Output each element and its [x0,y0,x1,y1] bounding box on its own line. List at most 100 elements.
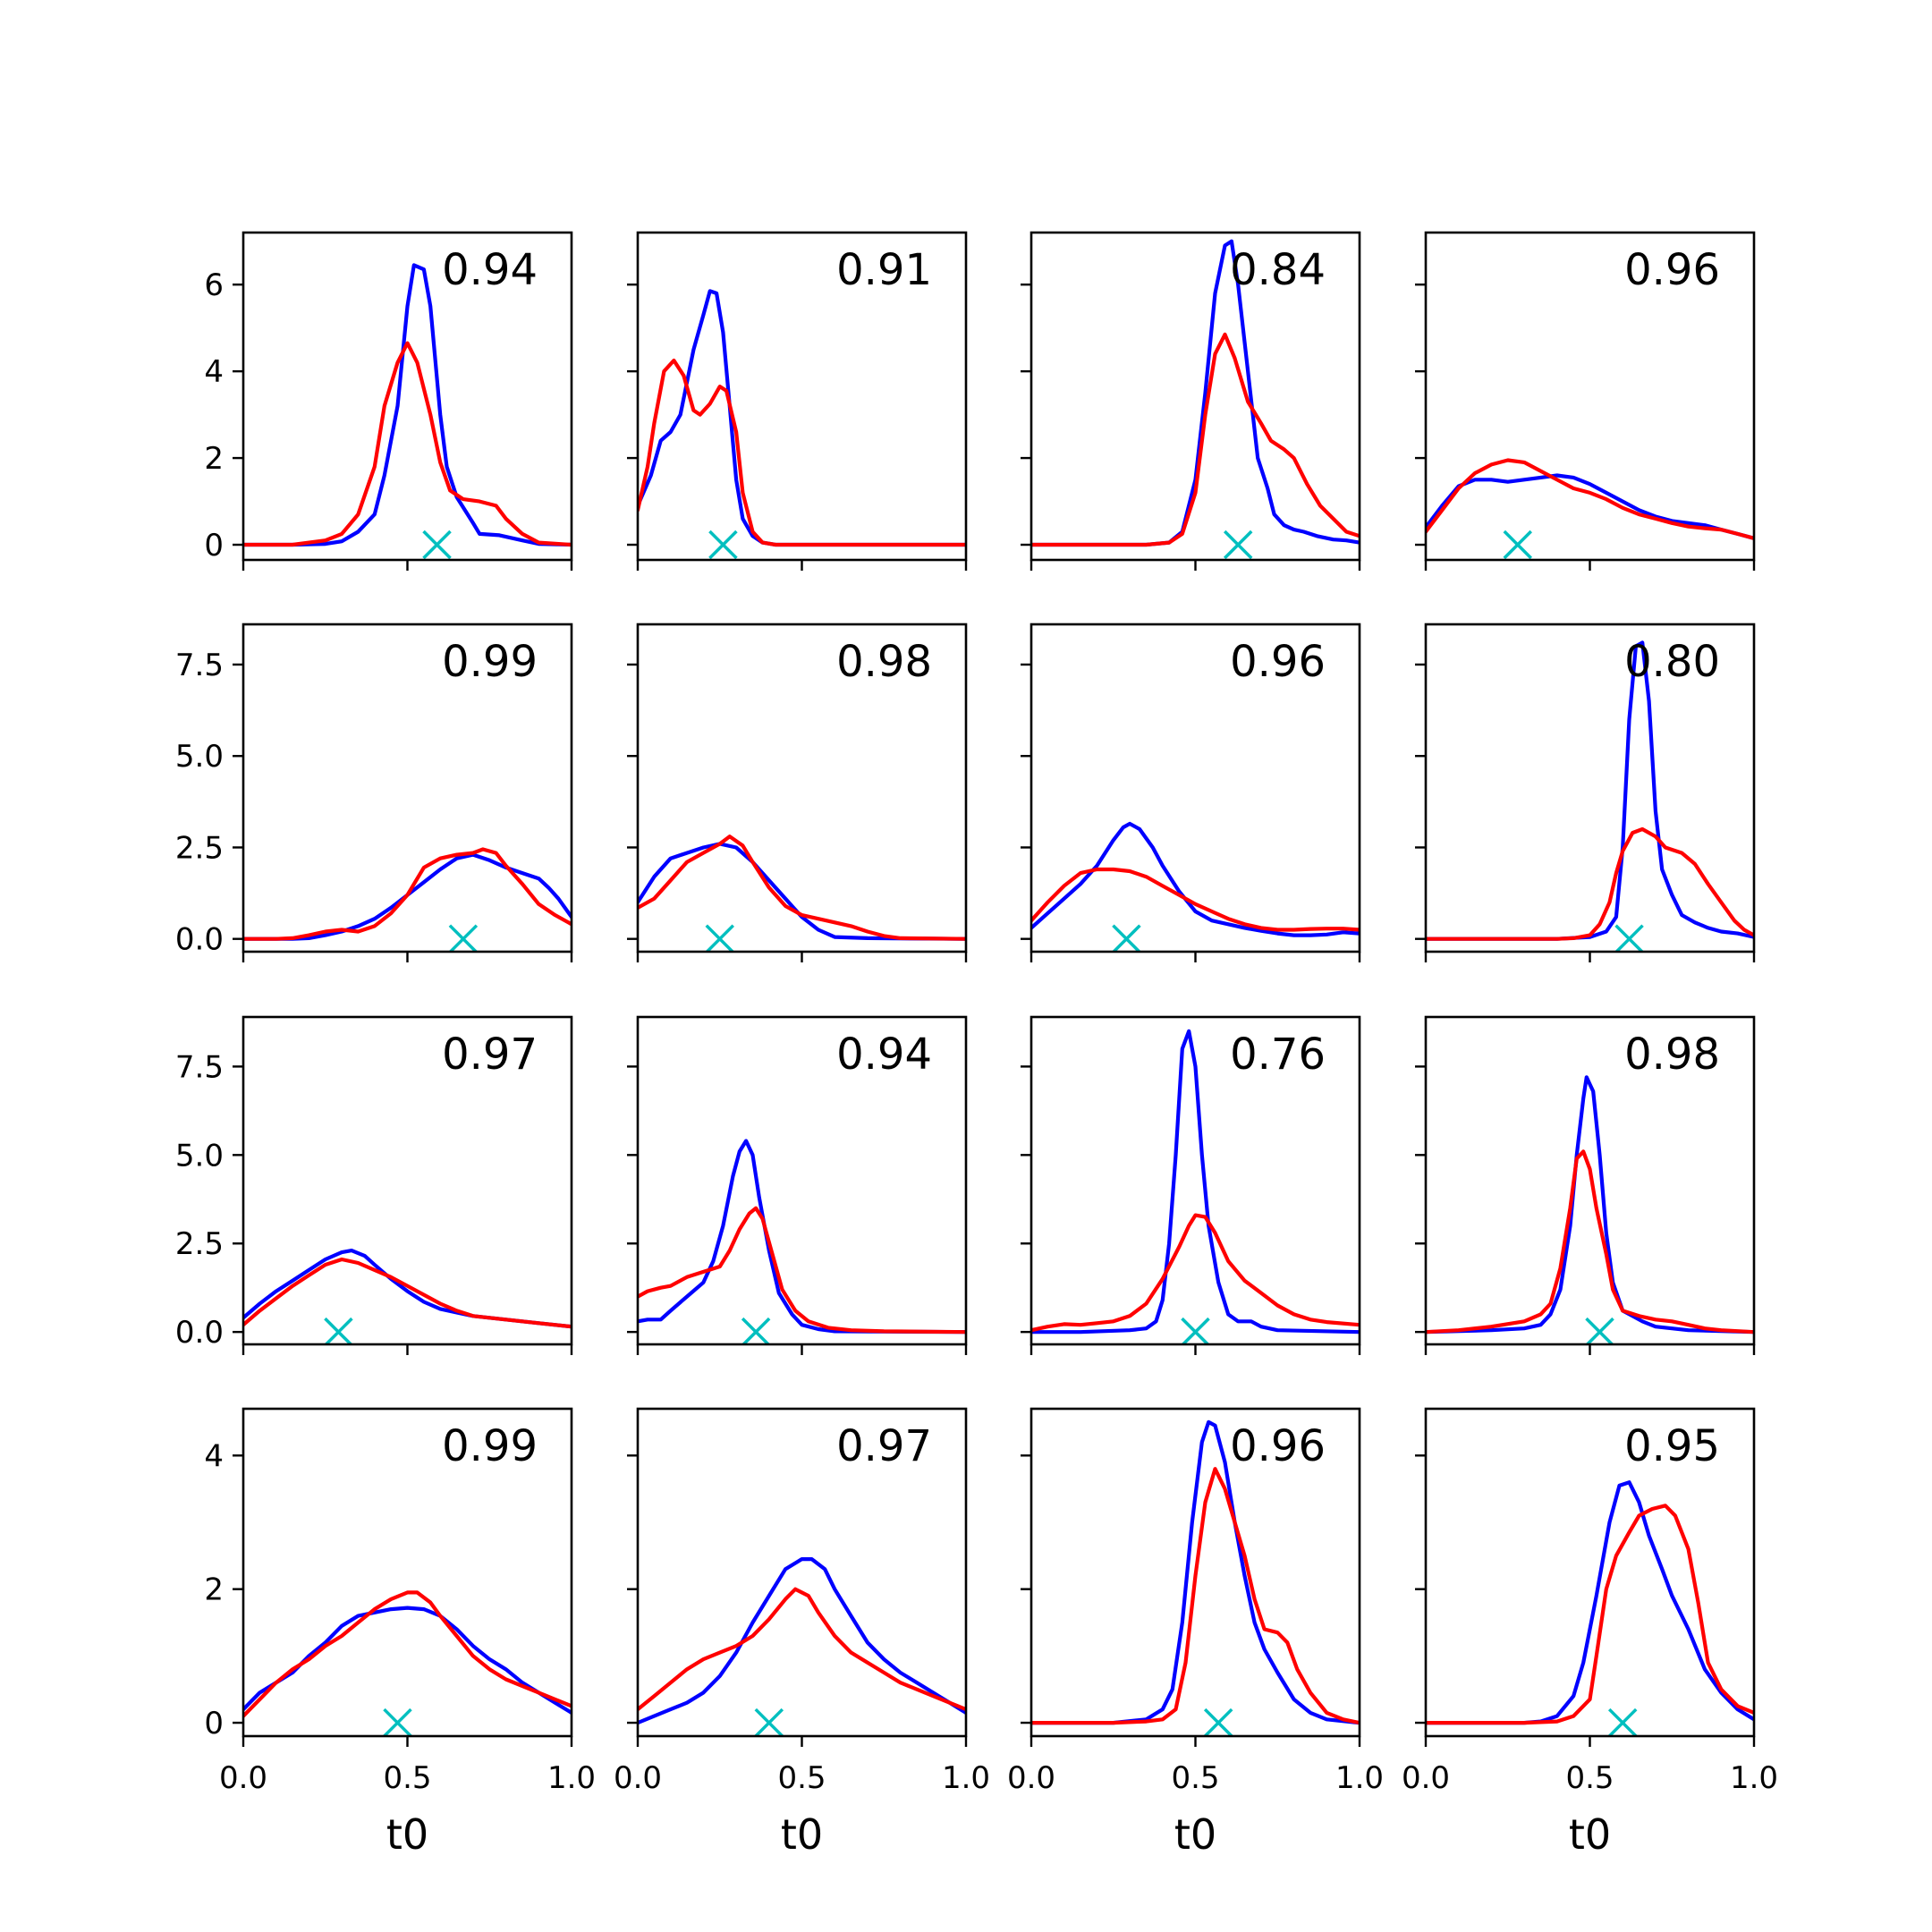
x-axis-label: t0 [386,1810,428,1859]
y-tick-label: 5.0 [175,739,224,775]
density-line-red [638,1206,966,1335]
density-line-blue [1031,1029,1360,1335]
subplot-r1-c4: 0.96 [1415,231,1756,571]
marker-stroke [324,1317,353,1344]
x-tick-label: 0.5 [383,1760,431,1796]
subplot-r4-c2: 0.0 0.5 1.0 0.97 t0 [614,1407,990,1859]
plot-area [1031,821,1360,952]
marker-stroke [1614,924,1644,952]
subplot-r1-c1: 0 2 4 6 0.94 [204,231,573,571]
true-value-marker [1607,1707,1638,1736]
subplot-r4-c1: 0 2 4 0.0 0.5 1.0 0.99 t0 [204,1407,596,1859]
density-line-red [1426,1504,1754,1725]
true-value-marker [1614,924,1644,952]
plot-area [1426,458,1754,560]
density-line-red [1426,826,1754,941]
plot-area [243,1249,572,1344]
marker-stroke [383,1707,412,1736]
density-line-red [243,1257,572,1329]
y-tick-label: 0.0 [175,922,224,958]
true-value-marker [1223,530,1253,560]
density-line-blue [638,1557,966,1725]
density-line-blue [1031,1419,1360,1725]
y-tick-label: 2.5 [175,830,224,866]
density-line-red [1031,1467,1360,1725]
plot-area [1031,1029,1360,1344]
marker-stroke [448,924,479,952]
plot-area [638,289,966,560]
x-tick-label: 1.0 [942,1760,990,1796]
y-tick-label: 7.5 [175,1049,224,1085]
x-tick-label: 1.0 [1335,1760,1384,1796]
score-label: 0.96 [1230,1421,1326,1471]
density-line-blue [1426,473,1754,540]
subplot-r3-c2: 0.94 [627,1015,968,1355]
true-value-marker [383,1707,412,1736]
x-tick-label: 0.5 [777,1760,826,1796]
plot-area [1031,239,1360,560]
x-axis-label: t0 [781,1810,823,1859]
plot-area [638,1139,966,1344]
true-value-marker [1585,1317,1614,1344]
y-tick-label: 0.0 [175,1315,224,1351]
y-tick-label: 4 [204,354,224,390]
marker-stroke [741,1317,771,1344]
true-value-marker [1112,924,1141,952]
score-label: 0.99 [442,1421,538,1471]
score-label: 0.95 [1624,1421,1720,1471]
y-tick-label: 4 [204,1438,224,1474]
marker-stroke [754,1707,784,1736]
density-line-blue [1426,640,1754,941]
marker-stroke [1585,1317,1614,1344]
true-value-marker [1181,1317,1210,1344]
plot-area [1426,1480,1754,1736]
density-line-blue [1426,1075,1754,1335]
true-value-marker [448,924,479,952]
density-line-red [243,341,572,547]
density-line-red [243,1590,572,1718]
true-value-marker [741,1317,771,1344]
true-value-marker [324,1317,353,1344]
y-tick-label: 0 [204,528,224,564]
y-tick-label: 2.5 [175,1226,224,1262]
true-value-marker [1203,1707,1233,1736]
plot-area [1426,1075,1754,1344]
true-value-marker [705,924,734,952]
plot-area [1031,1419,1360,1736]
subplot-r1-c2: 0.91 [627,231,968,571]
subplot-r2-c4: 0.80 [1415,623,1756,962]
y-tick-label: 0 [204,1706,224,1741]
density-line-blue [243,263,572,547]
plot-area [638,835,966,952]
density-line-red [1426,458,1754,540]
density-line-red [638,1587,966,1712]
marker-stroke [1503,530,1532,560]
score-label: 0.97 [442,1030,538,1080]
marker-stroke [1112,924,1141,952]
plot-area [243,847,572,952]
marker-stroke [1203,1707,1233,1736]
x-tick-label: 0.0 [1402,1760,1450,1796]
plot-area [243,1590,572,1736]
density-line-blue [638,1139,966,1335]
x-axis-label: t0 [1174,1810,1216,1859]
score-label: 0.80 [1624,637,1720,687]
marker-stroke [1181,1317,1210,1344]
y-tick-label: 2 [204,1572,224,1608]
subplot-r3-c4: 0.98 [1415,1015,1756,1355]
density-line-blue [638,289,966,547]
score-label: 0.94 [836,1030,932,1080]
score-label: 0.94 [442,245,538,295]
density-line-red [638,835,966,941]
marker-stroke [705,924,734,952]
score-label: 0.76 [1230,1030,1326,1080]
true-value-marker [708,530,738,560]
score-label: 0.84 [1230,245,1326,295]
marker-stroke [708,530,738,560]
density-line-red [1031,867,1360,932]
y-tick-label: 7.5 [175,648,224,683]
x-tick-label: 0.5 [1171,1760,1219,1796]
score-label: 0.99 [442,637,538,687]
y-tick-label: 2 [204,441,224,477]
